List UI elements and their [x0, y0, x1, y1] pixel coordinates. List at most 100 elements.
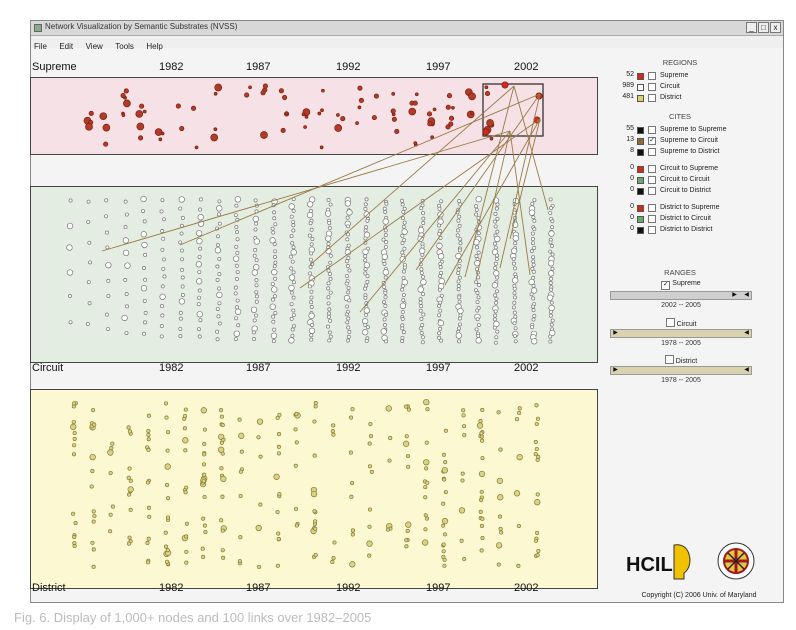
case-node[interactable]: [141, 209, 145, 213]
case-node[interactable]: [383, 312, 388, 317]
case-node[interactable]: [550, 318, 555, 323]
case-node[interactable]: [535, 92, 543, 100]
case-node[interactable]: [363, 261, 371, 269]
case-node[interactable]: [326, 295, 331, 300]
case-node[interactable]: [420, 252, 425, 257]
case-node[interactable]: [271, 203, 276, 208]
case-node[interactable]: [126, 541, 132, 546]
case-node[interactable]: [346, 338, 350, 343]
case-node[interactable]: [513, 241, 518, 246]
case-node[interactable]: [530, 236, 535, 241]
case-node[interactable]: [291, 228, 296, 233]
case-node[interactable]: [291, 295, 296, 300]
case-node[interactable]: [534, 421, 539, 427]
case-node[interactable]: [332, 540, 337, 545]
slider-right-arrow-icon[interactable]: ▶: [613, 367, 618, 373]
case-node[interactable]: [417, 227, 425, 234]
case-node[interactable]: [448, 115, 455, 121]
case-node[interactable]: [72, 443, 77, 448]
case-node[interactable]: [400, 283, 405, 288]
case-node[interactable]: [420, 198, 425, 203]
case-node[interactable]: [457, 307, 464, 315]
case-node[interactable]: [364, 312, 368, 317]
case-node[interactable]: [456, 284, 461, 288]
case-node[interactable]: [456, 267, 461, 272]
case-node[interactable]: [532, 314, 537, 318]
case-node[interactable]: [550, 225, 554, 230]
case-node[interactable]: [308, 257, 313, 262]
case-node[interactable]: [475, 267, 479, 272]
case-node[interactable]: [402, 206, 407, 211]
case-node[interactable]: [493, 266, 498, 271]
case-node[interactable]: [276, 444, 281, 449]
case-node[interactable]: [474, 327, 479, 332]
case-node[interactable]: [310, 261, 315, 266]
case-node[interactable]: [400, 339, 405, 344]
case-node[interactable]: [400, 202, 405, 207]
case-node[interactable]: [221, 555, 226, 560]
case-node[interactable]: [548, 280, 553, 285]
case-node[interactable]: [493, 219, 498, 224]
case-node[interactable]: [412, 100, 418, 106]
case-node[interactable]: [260, 131, 268, 139]
case-node[interactable]: [122, 249, 130, 257]
case-node[interactable]: [364, 225, 369, 230]
case-node[interactable]: [363, 211, 370, 218]
case-node[interactable]: [437, 206, 442, 211]
case-node[interactable]: [180, 215, 185, 220]
case-node[interactable]: [498, 447, 503, 452]
case-node[interactable]: [419, 206, 424, 211]
case-node[interactable]: [275, 563, 280, 568]
case-node[interactable]: [474, 227, 479, 232]
case-node[interactable]: [235, 217, 240, 222]
case-node[interactable]: [476, 295, 481, 300]
case-node[interactable]: [276, 451, 281, 456]
case-node[interactable]: [399, 256, 406, 263]
case-node[interactable]: [549, 243, 554, 248]
case-node[interactable]: [516, 563, 521, 568]
case-node[interactable]: [344, 259, 349, 264]
case-node[interactable]: [310, 322, 315, 327]
case-node[interactable]: [437, 319, 444, 327]
case-node[interactable]: [457, 275, 462, 280]
case-node[interactable]: [363, 254, 368, 259]
case-node[interactable]: [529, 249, 534, 254]
case-node[interactable]: [327, 221, 332, 225]
case-node[interactable]: [383, 233, 388, 238]
case-node[interactable]: [202, 523, 207, 528]
case-node[interactable]: [512, 300, 517, 305]
case-node[interactable]: [548, 304, 555, 312]
case-node[interactable]: [234, 196, 242, 203]
case-node[interactable]: [219, 414, 224, 419]
case-node[interactable]: [290, 249, 297, 256]
case-node[interactable]: [244, 92, 250, 98]
case-node[interactable]: [549, 300, 554, 305]
case-node[interactable]: [480, 407, 485, 413]
case-node[interactable]: [363, 286, 368, 291]
case-node[interactable]: [271, 319, 276, 324]
case-node[interactable]: [438, 278, 445, 285]
case-node[interactable]: [421, 211, 426, 216]
case-node[interactable]: [493, 313, 498, 318]
case-node[interactable]: [495, 289, 500, 294]
case-node[interactable]: [529, 292, 534, 297]
case-node[interactable]: [313, 404, 318, 409]
case-node[interactable]: [312, 453, 317, 458]
case-node[interactable]: [260, 90, 266, 96]
case-node[interactable]: [234, 244, 239, 249]
case-node[interactable]: [413, 141, 418, 145]
slider-right-arrow-icon[interactable]: ▶: [613, 330, 618, 336]
case-node[interactable]: [220, 548, 225, 553]
case-node[interactable]: [310, 490, 318, 498]
case-node[interactable]: [420, 323, 425, 328]
case-node[interactable]: [330, 428, 335, 434]
case-node[interactable]: [493, 309, 498, 314]
case-node[interactable]: [139, 103, 145, 109]
case-node[interactable]: [142, 219, 147, 224]
case-node[interactable]: [248, 85, 252, 90]
case-node[interactable]: [402, 265, 407, 270]
case-node[interactable]: [530, 325, 534, 330]
case-node[interactable]: [258, 454, 263, 459]
case-node[interactable]: [512, 286, 517, 291]
case-node[interactable]: [358, 97, 364, 103]
